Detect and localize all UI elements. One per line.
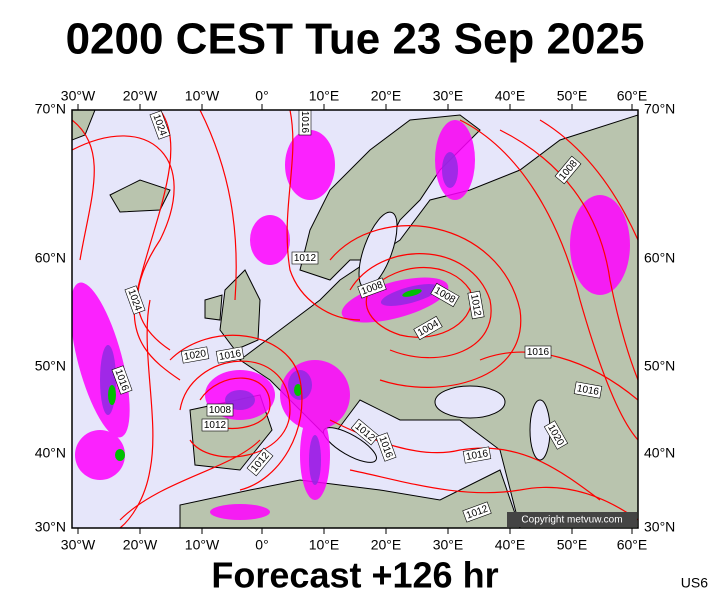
model-code: US6 bbox=[681, 575, 708, 591]
isobar-label-box bbox=[467, 290, 485, 320]
longitude-label: 20°W bbox=[123, 537, 158, 553]
longitude-label: 60°E bbox=[617, 537, 648, 553]
isobar-label-box bbox=[206, 403, 234, 417]
graticule-labels: 30°W 30°W 20°W 20°W 10°W 10°W 0° 0° 10°E 10°E 20°E… bbox=[35, 88, 676, 553]
longitude-label: 40°E bbox=[495, 88, 526, 104]
isobar-label-text: 1020 bbox=[183, 348, 207, 363]
longitude-label: 10°W bbox=[185, 88, 220, 104]
latitude-label: 50°N bbox=[35, 358, 66, 374]
longitude-label: 30°E bbox=[433, 88, 464, 104]
isobar-label-text: 1012 bbox=[468, 293, 483, 317]
latitude-label: 70°N bbox=[644, 101, 675, 117]
longitude-label: 50°E bbox=[557, 88, 588, 104]
isobar-label-box bbox=[111, 365, 133, 395]
isobar-label-box bbox=[246, 447, 274, 477]
longitude-label: 50°E bbox=[557, 537, 588, 553]
forecast-label: Forecast +126 hr bbox=[211, 555, 498, 596]
isobar-label-text: 1016 bbox=[465, 448, 489, 463]
isobar-label: 1016 bbox=[573, 381, 603, 399]
latitude-label: 70°N bbox=[35, 101, 66, 117]
isobar-label: 1016 bbox=[215, 346, 245, 364]
longitude-label: 10°E bbox=[309, 88, 340, 104]
isobar-label-box bbox=[350, 418, 380, 446]
longitude-label: 30°W bbox=[61, 88, 96, 104]
isobar-label-box bbox=[554, 155, 582, 185]
isobar-label-text: 1012 bbox=[204, 420, 227, 431]
isobar-label-box bbox=[462, 501, 492, 523]
longitude-label: 30°E bbox=[433, 537, 464, 553]
latitude-label: 60°N bbox=[644, 250, 675, 266]
longitude-label: 20°W bbox=[123, 88, 158, 104]
isobar-label-box bbox=[462, 446, 492, 464]
isobar-label-box bbox=[124, 285, 146, 315]
isobar-label-box bbox=[573, 381, 603, 399]
inland-seas bbox=[323, 211, 551, 463]
longitude-label: 20°E bbox=[371, 537, 402, 553]
latitude-label: 30°N bbox=[35, 519, 66, 535]
longitude-label: 40°E bbox=[495, 537, 526, 553]
longitude-label: 10°E bbox=[309, 537, 340, 553]
isobar-label: 1008 bbox=[206, 403, 234, 417]
isobar-label-box bbox=[215, 346, 245, 364]
longitude-label: 30°W bbox=[61, 537, 96, 553]
isobar-label: 1016 bbox=[462, 446, 492, 464]
isobar-label-text: 1016 bbox=[299, 111, 310, 134]
isobar-label-box bbox=[375, 432, 397, 462]
latitude-label: 60°N bbox=[35, 250, 66, 266]
isobar-label-box bbox=[291, 251, 319, 265]
isobar-label-box bbox=[524, 345, 552, 359]
isobar-label-text: 1016 bbox=[218, 348, 242, 363]
isobar-label-box bbox=[357, 277, 387, 299]
isobar-label: 1012 bbox=[467, 290, 485, 320]
isobar-label: 1020 bbox=[180, 346, 210, 364]
isobar-label: 1016 bbox=[524, 345, 552, 359]
longitude-label: 10°W bbox=[185, 537, 220, 553]
isobars bbox=[72, 110, 638, 528]
isobar-label-text: 1008 bbox=[209, 405, 232, 416]
isobar-label-box bbox=[543, 420, 569, 450]
copyright: Copyright metvuw.com bbox=[521, 515, 622, 526]
latitude-label: 30°N bbox=[644, 519, 675, 535]
latitude-label: 50°N bbox=[644, 358, 675, 374]
isobar-label: 1016 bbox=[298, 110, 312, 136]
isobar-label-box bbox=[149, 110, 171, 140]
isobar-label-box bbox=[413, 315, 443, 341]
map-title: 0200 CEST Tue 23 Sep 2025 bbox=[66, 15, 645, 64]
isobar-label-text: 1012 bbox=[294, 253, 317, 264]
isobar-label-text: 1016 bbox=[576, 383, 600, 398]
latitude-label: 40°N bbox=[35, 445, 66, 461]
longitude-label: 60°E bbox=[617, 88, 648, 104]
isobar-label-box bbox=[201, 418, 229, 432]
map-frame bbox=[71, 109, 639, 529]
isobar-label-box bbox=[180, 346, 210, 364]
longitude-label: 20°E bbox=[371, 88, 402, 104]
isobar-label-text: 1016 bbox=[527, 347, 550, 358]
longitude-label: 0° bbox=[255, 537, 268, 553]
isobar-label-box bbox=[298, 110, 312, 136]
isobar-label: 1012 bbox=[291, 251, 319, 265]
latitude-label: 40°N bbox=[644, 445, 675, 461]
isobar-label: 1012 bbox=[201, 418, 229, 432]
copyright-box bbox=[507, 512, 637, 527]
longitude-label: 0° bbox=[255, 88, 268, 104]
isobar-label-box bbox=[430, 282, 460, 308]
